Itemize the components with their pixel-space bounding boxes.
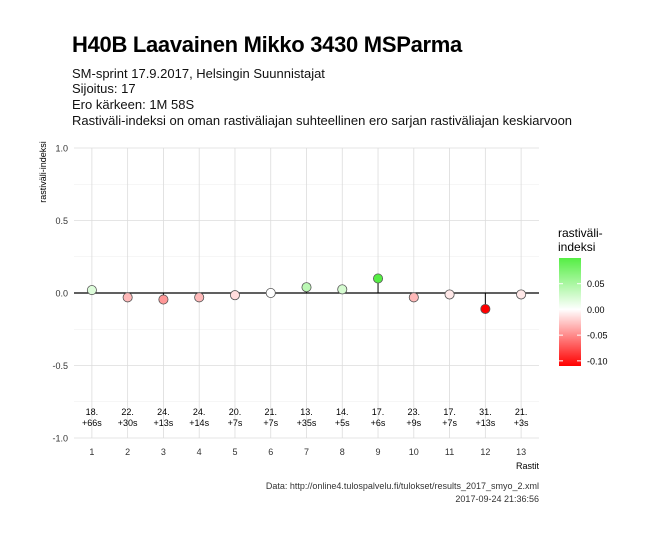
x-tick-label: 7 — [304, 447, 309, 457]
x-tick-label: 13 — [516, 447, 526, 457]
index-point — [480, 303, 491, 314]
legend-title: rastiväli- — [558, 226, 603, 240]
control-time-diff-label: +13s — [475, 418, 495, 428]
y-axis-title: rastiväli-indeksi — [38, 141, 48, 203]
x-tick-label: 11 — [445, 447, 454, 457]
x-tick-label: 3 — [161, 447, 166, 457]
control-rank-label: 21. — [515, 407, 528, 417]
control-time-diff-label: +14s — [189, 418, 209, 428]
x-tick-label: 9 — [376, 447, 381, 457]
control-time-diff-label: +13s — [154, 418, 174, 428]
index-point — [86, 285, 97, 296]
control-rank-label: 13. — [300, 407, 313, 417]
subtitle-placing: Sijoitus: 17 — [72, 81, 136, 96]
control-time-diff-label: +6s — [371, 418, 386, 428]
control-time-diff-label: +30s — [118, 418, 138, 428]
x-axis-title: Rastit — [516, 461, 540, 471]
control-time-diff-label: +7s — [442, 418, 457, 428]
control-rank-label: 31. — [479, 407, 492, 417]
y-tick-label: 0.5 — [55, 216, 68, 226]
y-tick-label: 1.0 — [55, 144, 68, 154]
index-point — [265, 287, 276, 298]
control-rank-label: 24. — [157, 407, 170, 417]
x-tick-label: 6 — [268, 447, 273, 457]
x-tick-label: 2 — [125, 447, 130, 457]
legend-color-bar — [559, 258, 581, 366]
control-rank-label: 20. — [229, 407, 242, 417]
index-point — [408, 292, 419, 303]
y-tick-label: -0.5 — [52, 361, 68, 371]
control-rank-label: 21. — [264, 407, 277, 417]
control-time-diff-label: +9s — [406, 418, 421, 428]
legend-tick-label: -0.05 — [587, 331, 608, 341]
legend-title: indeksi — [558, 240, 595, 254]
control-time-diff-label: +3s — [514, 418, 529, 428]
control-time-diff-label: +66s — [82, 418, 102, 428]
index-point — [337, 284, 348, 295]
index-point — [373, 273, 384, 284]
index-point — [229, 290, 240, 301]
control-time-diff-label: +5s — [335, 418, 350, 428]
control-time-diff-label: +7s — [263, 418, 278, 428]
legend-tick-label: 0.00 — [587, 305, 605, 315]
index-point — [122, 292, 133, 303]
subtitle-description: Rastiväli-indeksi on oman rastiväliajan … — [72, 113, 573, 128]
control-rank-label: 24. — [193, 407, 206, 417]
control-rank-label: 17. — [372, 407, 385, 417]
index-point — [301, 282, 312, 293]
x-tick-label: 4 — [197, 447, 202, 457]
legend-tick-label: -0.10 — [587, 356, 608, 366]
control-time-diff-label: +7s — [228, 418, 243, 428]
chart-title: H40B Laavainen Mikko 3430 MSParma — [72, 32, 462, 57]
index-point — [444, 289, 455, 300]
x-tick-label: 10 — [409, 447, 419, 457]
data-source-caption: Data: http://online4.tulospalvelu.fi/tul… — [265, 481, 539, 491]
x-tick-label: 8 — [340, 447, 345, 457]
control-rank-label: 18. — [86, 407, 99, 417]
control-time-diff-label: +35s — [297, 418, 317, 428]
x-tick-label: 1 — [89, 447, 94, 457]
legend-tick-label: 0.05 — [587, 279, 605, 289]
subtitle-gap: Ero kärkeen: 1M 58S — [72, 97, 195, 112]
timestamp-caption: 2017-09-24 21:36:56 — [455, 494, 539, 504]
x-tick-label: 5 — [232, 447, 237, 457]
x-tick-label: 12 — [480, 447, 490, 457]
index-point — [516, 289, 527, 300]
y-tick-label: -1.0 — [52, 434, 68, 444]
y-tick-label: 0.0 — [55, 289, 68, 299]
control-rank-label: 17. — [443, 407, 456, 417]
control-rank-label: 14. — [336, 407, 349, 417]
index-point — [194, 292, 205, 303]
index-point — [158, 294, 169, 305]
subtitle-event: SM-sprint 17.9.2017, Helsingin Suunnista… — [72, 66, 325, 81]
control-rank-label: 22. — [121, 407, 134, 417]
control-rank-label: 23. — [408, 407, 421, 417]
